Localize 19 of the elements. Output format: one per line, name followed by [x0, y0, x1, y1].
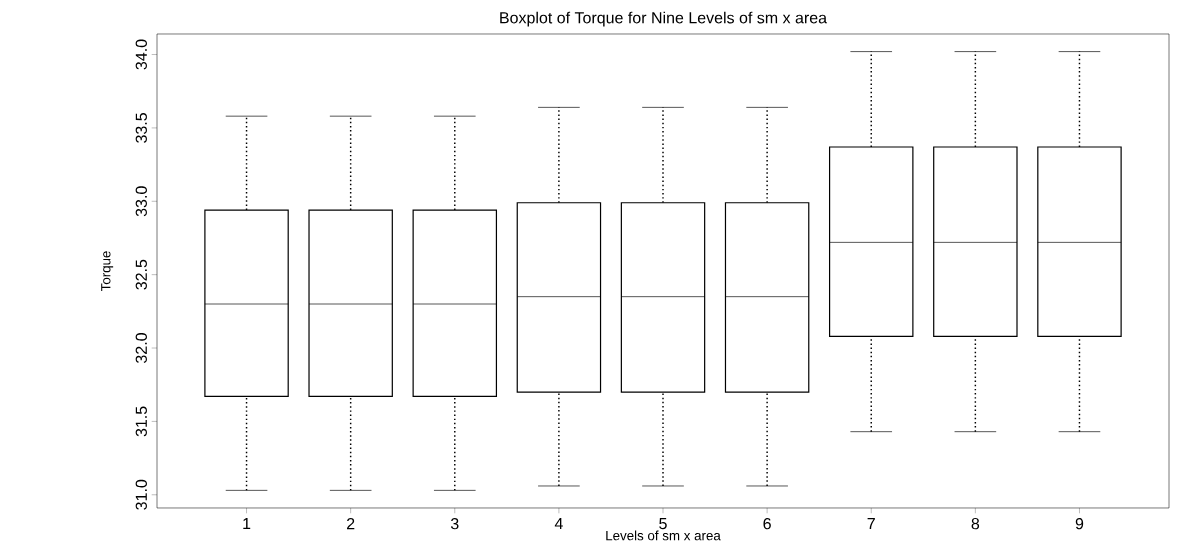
x-tick-label: 1	[243, 518, 251, 530]
x-tick-label: 7	[867, 518, 875, 530]
x-tick-label: 6	[763, 518, 771, 530]
y-tick-label: 32.5	[135, 259, 147, 290]
y-tick-label: 31.5	[135, 406, 147, 437]
y-tick-label: 33.5	[135, 113, 147, 143]
x-tick-label: 3	[450, 518, 459, 530]
x-tick-label: 5	[659, 518, 667, 530]
x-axis-title: Levels of sm x area	[606, 530, 721, 541]
chart-title: Boxplot of Torque for Nine Levels of sm x area	[500, 11, 828, 27]
y-tick-label: 34.0	[135, 39, 147, 70]
y-axis-title: Torque	[101, 251, 114, 292]
x-tick-label: 9	[1075, 518, 1084, 530]
x-tick-label: 4	[554, 518, 563, 530]
y-tick-label: 33.0	[135, 186, 147, 217]
x-tick-label: 8	[971, 518, 980, 530]
y-tick-label: 31.0	[135, 479, 147, 510]
x-tick-label: 2	[347, 518, 355, 530]
y-tick-label: 32.0	[135, 333, 147, 363]
